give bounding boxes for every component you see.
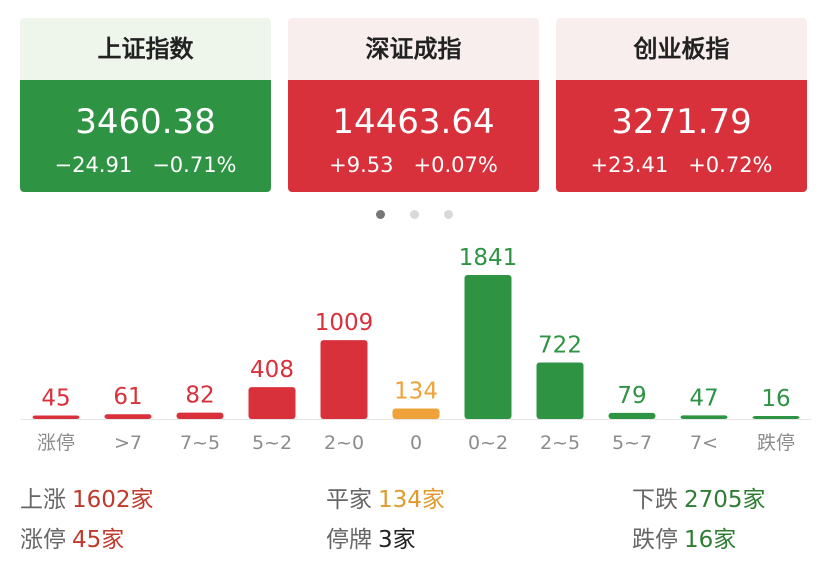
bar xyxy=(680,415,728,419)
bar-value-label: 408 xyxy=(250,357,294,383)
bar-value-label: 722 xyxy=(538,333,582,359)
category-label: >7 xyxy=(114,432,142,454)
summary-up: 上涨 1602家 xyxy=(20,480,154,514)
index-value: 3460.38 xyxy=(75,102,216,142)
bar xyxy=(392,408,440,419)
summary-limit-down: 跌停 16家 xyxy=(632,520,736,554)
summary-limit-up: 涨停 45家 xyxy=(20,520,124,554)
rise-fall-distribution-chart: 45 涨停 61 >7 82 7~5 408 5~2 1009 2~0 134 0 1841 0~2 722… xyxy=(20,245,812,454)
bar xyxy=(176,412,224,419)
index-card-chinext[interactable]: 创业板指 3271.79 +23.41 +0.72% xyxy=(556,18,807,192)
bar xyxy=(248,387,296,419)
summary-flat: 平家 134家 xyxy=(326,480,445,514)
summary-flat-value: 134家 xyxy=(378,487,445,513)
index-change: +9.53 xyxy=(329,153,394,177)
index-change-row: −24.91 −0.71% xyxy=(20,152,271,178)
bar xyxy=(104,414,152,419)
category-label: 7~5 xyxy=(180,432,220,454)
bar xyxy=(608,412,656,419)
pager-dot[interactable] xyxy=(444,210,453,219)
bar-value-label: 134 xyxy=(394,379,438,405)
bar-value-label: 47 xyxy=(689,385,718,411)
bar xyxy=(464,275,512,419)
summary-suspended-value: 3家 xyxy=(378,527,416,553)
index-cards: 上证指数 3460.38 −24.91 −0.71% 深证成指 14463.64 … xyxy=(20,18,807,192)
category-label: 7< xyxy=(690,432,718,454)
summary-suspended-label: 停牌 xyxy=(326,527,372,553)
summary-down: 下跌 2705家 xyxy=(632,480,766,514)
summary-limit-down-value: 16家 xyxy=(684,527,737,553)
summary-limit-up-label: 涨停 xyxy=(20,527,66,553)
index-body: 3271.79 +23.41 +0.72% xyxy=(556,80,807,192)
index-card-shanghai[interactable]: 上证指数 3460.38 −24.91 −0.71% xyxy=(20,18,271,192)
index-body: 14463.64 +9.53 +0.07% xyxy=(288,80,539,192)
bar-value-label: 45 xyxy=(41,385,70,411)
bar xyxy=(32,415,80,419)
index-name: 上证指数 xyxy=(20,18,271,80)
category-label: 0~2 xyxy=(468,432,508,454)
pager-dot[interactable] xyxy=(410,210,419,219)
summary-suspended: 停牌 3家 xyxy=(326,520,416,554)
index-change-pct: +0.07% xyxy=(413,153,498,177)
index-change-row: +9.53 +0.07% xyxy=(288,152,539,178)
category-label: 5~2 xyxy=(252,432,292,454)
carousel-pager xyxy=(0,208,828,220)
pager-dot-active[interactable] xyxy=(376,210,385,219)
category-label: 5~7 xyxy=(612,432,652,454)
index-value: 3271.79 xyxy=(611,102,752,142)
bar-value-label: 79 xyxy=(617,383,646,409)
index-change-row: +23.41 +0.72% xyxy=(556,152,807,178)
bar-value-label: 1841 xyxy=(459,245,518,271)
category-label: 涨停 xyxy=(37,432,75,454)
index-change: +23.41 xyxy=(590,153,669,177)
bar-value-label: 16 xyxy=(761,386,790,412)
index-card-shenzhen[interactable]: 深证成指 14463.64 +9.53 +0.07% xyxy=(288,18,539,192)
category-label: 2~5 xyxy=(540,432,580,454)
category-label: 0 xyxy=(410,432,422,454)
index-name: 创业板指 xyxy=(556,18,807,80)
bar-value-label: 61 xyxy=(113,384,142,410)
category-label: 2~0 xyxy=(324,432,364,454)
bar xyxy=(320,340,368,419)
bar-value-label: 82 xyxy=(185,383,214,409)
index-value: 14463.64 xyxy=(332,102,495,142)
summary-flat-label: 平家 xyxy=(326,487,372,513)
summary-limit-up-value: 45家 xyxy=(72,527,125,553)
index-name: 深证成指 xyxy=(288,18,539,80)
category-label: 跌停 xyxy=(757,432,795,454)
bar xyxy=(752,416,800,419)
index-change-pct: +0.72% xyxy=(688,153,773,177)
summary-limit-down-label: 跌停 xyxy=(632,527,678,553)
bar xyxy=(536,362,584,419)
summary-down-label: 下跌 xyxy=(632,487,678,513)
summary-up-label: 上涨 xyxy=(20,487,66,513)
summary-up-value: 1602家 xyxy=(72,487,154,513)
bar-value-label: 1009 xyxy=(315,310,374,336)
index-body: 3460.38 −24.91 −0.71% xyxy=(20,80,271,192)
index-change-pct: −0.71% xyxy=(152,153,237,177)
summary-down-value: 2705家 xyxy=(684,487,766,513)
index-change: −24.91 xyxy=(54,153,133,177)
